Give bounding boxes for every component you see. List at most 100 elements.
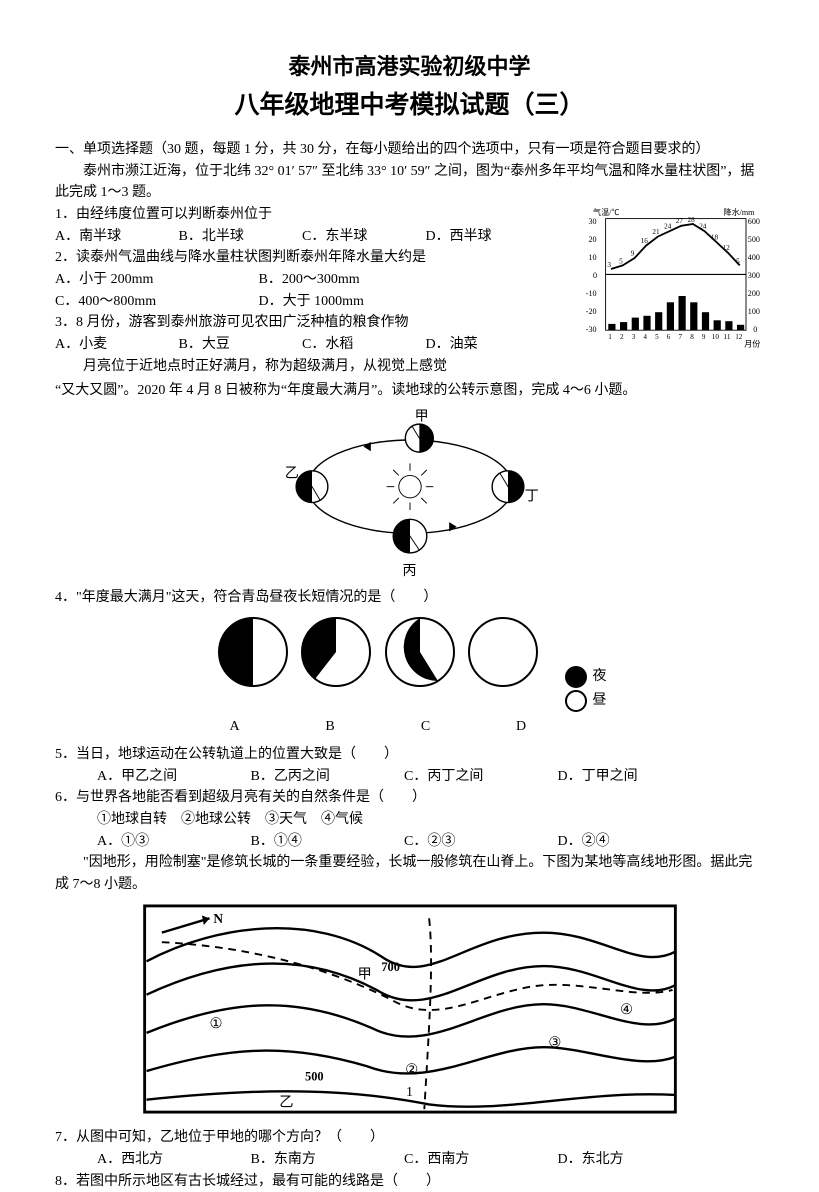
svg-text:-30: -30 — [586, 325, 597, 334]
svg-text:5: 5 — [655, 333, 659, 341]
q5-opt-b: 乙丙之间 — [274, 769, 330, 784]
q7-opt-a: 西北方 — [121, 1152, 163, 1167]
q1-opt-a: 南半球 — [79, 229, 121, 244]
q4-label-b: B — [284, 716, 376, 738]
svg-text:12: 12 — [723, 244, 731, 252]
svg-text:700: 700 — [381, 959, 400, 973]
svg-text:10: 10 — [712, 333, 720, 341]
q6-opts: A．①③ B．①④ C．②③ D．②④ — [55, 831, 764, 853]
orbit-globe-bottom — [393, 520, 427, 554]
svg-text:③: ③ — [548, 1035, 561, 1051]
q4-label-d: D — [475, 716, 567, 738]
svg-text:24: 24 — [699, 222, 707, 230]
orbit-label-top: 甲 — [414, 410, 428, 425]
svg-text:0: 0 — [753, 325, 757, 334]
svg-text:200: 200 — [748, 289, 760, 298]
svg-text:甲: 甲 — [357, 966, 371, 982]
q4-stem: 4．"年度最大满月"这天，符合青岛昼夜长短情况的是（ ） — [55, 587, 764, 609]
q2-opt-a: 小于 200mm — [79, 272, 153, 287]
svg-text:20: 20 — [589, 235, 597, 244]
q5-opts: A．甲乙之间 B．乙丙之间 C．丙丁之间 D．丁甲之间 — [55, 766, 764, 788]
svg-text:500: 500 — [305, 1069, 324, 1083]
q7-opts: A．西北方 B．东南方 C．西南方 D．东北方 — [55, 1149, 764, 1171]
climate-chart: 气温/℃ 降水/mm 30 20 10 0 -10 -20 -30 600 50… — [584, 206, 764, 376]
svg-text:30: 30 — [589, 217, 597, 226]
svg-text:月份: 月份 — [744, 338, 760, 348]
svg-text:8: 8 — [690, 333, 694, 341]
q3-opt-b: 大豆 — [202, 337, 230, 352]
q6-stem: 6．与世界各地能否看到超级月亮有关的自然条件是（ ） — [55, 787, 764, 809]
orbit-label-left: 乙 — [284, 466, 298, 482]
svg-text:27: 27 — [676, 217, 684, 225]
svg-text:3: 3 — [607, 261, 611, 269]
legend-night: 夜 — [593, 666, 607, 688]
exam-page: 泰州市高港实验初级中学 八年级地理中考模拟试题（三） 一、单项选择题（30 题，… — [0, 0, 819, 1122]
intro-3: "因地形，用险制塞"是修筑长城的一条重要经验，长城一般修筑在山脊上。下图为某地等… — [55, 852, 764, 895]
svg-text:21: 21 — [652, 228, 660, 236]
svg-text:11: 11 — [724, 333, 731, 341]
orbit-globe-top — [405, 424, 433, 452]
section-heading: 一、单项选择题（30 题，每题 1 分，共 30 分，在每小题给出的四个选项中，… — [55, 139, 764, 161]
q7-opt-c: 西南方 — [427, 1152, 469, 1167]
svg-text:3: 3 — [632, 333, 636, 341]
orbit-globe-right — [492, 471, 524, 503]
q4-label-a: A — [189, 716, 281, 738]
svg-text:400: 400 — [748, 253, 760, 262]
q4-circle-b — [296, 612, 376, 692]
svg-text:-20: -20 — [586, 307, 597, 316]
q4-circle-d — [463, 612, 543, 692]
svg-text:①: ① — [209, 1016, 222, 1032]
orbit-label-right: 丁 — [524, 490, 538, 505]
q4-option-labels: A B C D — [55, 716, 764, 738]
q1-opt-c: 东半球 — [325, 229, 367, 244]
svg-text:7: 7 — [679, 333, 683, 341]
q8-stem: 8．若图中所示地区有古长城经过，最有可能的线路是（ ） — [55, 1171, 764, 1192]
orbit-bottom-label: 丙 — [55, 561, 764, 583]
svg-text:16: 16 — [641, 237, 649, 245]
q3-opt-d: 油菜 — [450, 337, 478, 352]
q2-opt-d: 大于 1000mm — [283, 294, 364, 309]
q6-list: ①地球自转 ②地球公转 ③天气 ④气候 — [55, 809, 764, 831]
chart-temp-label: 气温/℃ — [593, 207, 619, 217]
svg-text:5: 5 — [736, 258, 740, 266]
svg-text:18: 18 — [711, 233, 719, 241]
svg-text:N: N — [213, 911, 223, 926]
q3-opt-a: 小麦 — [79, 337, 107, 352]
q1-opt-d: 西半球 — [450, 229, 492, 244]
q4-figures: 夜 昼 — [55, 612, 764, 714]
svg-text:9: 9 — [702, 333, 706, 341]
svg-text:9: 9 — [631, 249, 635, 257]
q4-legend: 夜 昼 — [565, 664, 607, 714]
q4-label-c: C — [380, 716, 472, 738]
q7-opt-d: 东北方 — [582, 1152, 624, 1167]
q2-opt-c: 400～800mm — [78, 294, 156, 309]
svg-text:300: 300 — [748, 271, 760, 280]
svg-text:5: 5 — [619, 258, 623, 266]
svg-text:24: 24 — [664, 222, 672, 230]
exam-title: 八年级地理中考模拟试题（三） — [55, 86, 764, 125]
svg-text:10: 10 — [589, 253, 597, 262]
q3-opt-c: 水稻 — [325, 337, 353, 352]
orbit-globe-left — [296, 471, 328, 503]
q5-opt-d: 丁甲之间 — [582, 769, 638, 784]
svg-text:②: ② — [405, 1062, 418, 1078]
q6-opt-c: ②③ — [427, 834, 455, 849]
svg-text:28: 28 — [688, 216, 696, 224]
q5-opt-a: 甲乙之间 — [121, 769, 177, 784]
svg-text:-10: -10 — [586, 289, 597, 298]
intro-1: 泰州市濒江近海，位于北纬 32° 01′ 57″ 至北纬 33° 10′ 59″… — [55, 161, 764, 204]
svg-text:0: 0 — [593, 271, 597, 280]
svg-text:2: 2 — [620, 333, 624, 341]
svg-text:④: ④ — [620, 1001, 633, 1017]
q1-opt-b: 北半球 — [202, 229, 244, 244]
q7-opt-b: 东南方 — [274, 1152, 316, 1167]
q5-opt-c: 丙丁之间 — [427, 769, 483, 784]
svg-text:500: 500 — [748, 235, 760, 244]
chart-precip-label: 降水/mm — [724, 207, 756, 217]
q7-stem: 7．从图中可知，乙地位于甲地的哪个方向？（ ） — [55, 1127, 764, 1149]
q6-opt-a: ①③ — [121, 834, 149, 849]
svg-text:100: 100 — [748, 307, 760, 316]
svg-text:12: 12 — [735, 333, 743, 341]
q6-opt-b: ①④ — [274, 834, 302, 849]
q2-opt-b: 200～300mm — [282, 272, 360, 287]
